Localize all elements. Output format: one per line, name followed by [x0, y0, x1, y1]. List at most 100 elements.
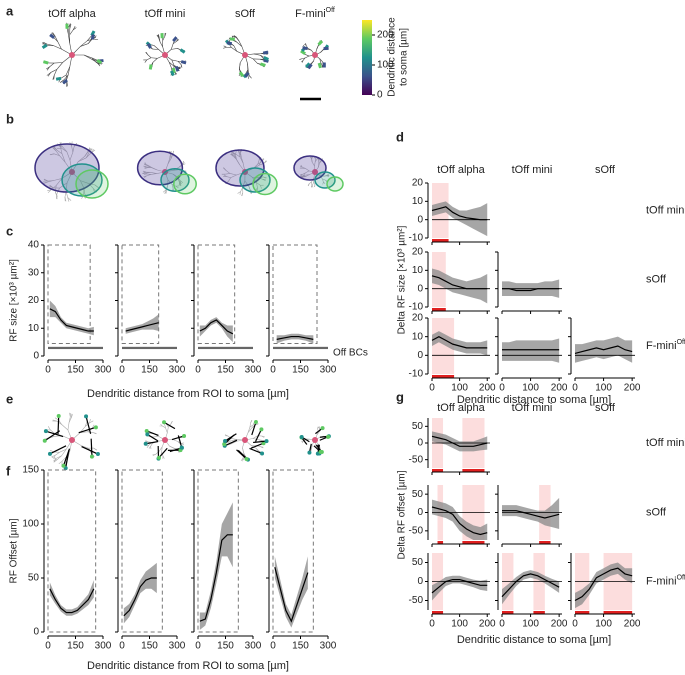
dendrite — [239, 191, 241, 195]
dendrite — [89, 420, 94, 424]
roi-segment — [171, 67, 176, 74]
significance-bar — [462, 541, 485, 544]
roi-dot — [260, 451, 265, 456]
roi-segment — [169, 70, 175, 77]
dendrite — [61, 147, 68, 152]
dendrite — [322, 178, 326, 181]
confidence-band — [49, 300, 94, 336]
dendrite — [47, 189, 52, 192]
y-tick-label: 30 — [28, 267, 40, 278]
dendrite — [54, 452, 60, 456]
dendrite — [144, 175, 147, 178]
window-box — [121, 244, 160, 345]
offset-arrow — [78, 426, 97, 434]
soma — [312, 437, 318, 443]
y-tick-label: 50 — [412, 421, 424, 432]
cell-type-superscript: Off — [326, 7, 335, 14]
soma — [162, 437, 168, 443]
offset-arrow — [236, 449, 247, 460]
dendrite — [230, 439, 237, 442]
dendrite — [70, 414, 73, 418]
dendrite — [150, 173, 157, 175]
dendrite — [47, 426, 51, 431]
dendrite — [80, 180, 89, 184]
soma — [69, 52, 75, 58]
dendrite — [61, 153, 66, 163]
dendrite — [84, 151, 89, 157]
cell-type-label: F-miniOff — [646, 339, 685, 352]
off-bcs-band — [198, 346, 253, 350]
dendrite — [177, 61, 182, 65]
roi-segment — [244, 71, 250, 78]
dendrite — [65, 66, 71, 76]
dendrite — [322, 179, 324, 183]
dendrite — [238, 40, 243, 47]
mean-line — [274, 567, 309, 623]
dendrite — [77, 156, 85, 162]
dendrite — [153, 45, 159, 50]
dendrite — [304, 55, 310, 59]
dendrite — [80, 40, 88, 47]
significance-bar — [575, 611, 590, 614]
dendrite — [47, 189, 52, 194]
x-tick-label: 200 — [479, 383, 496, 394]
dendrite — [89, 418, 91, 423]
dendrite — [171, 59, 175, 66]
roi-dot — [61, 463, 66, 468]
mean-line — [501, 573, 560, 598]
offset-arrow — [44, 430, 61, 442]
x-tick-label: 300 — [169, 641, 186, 652]
window-box — [272, 469, 314, 633]
roi-segment — [263, 55, 269, 61]
dendrite — [152, 58, 158, 63]
dendrite — [67, 197, 72, 201]
dendrite — [66, 81, 68, 87]
roi-dot — [156, 455, 161, 460]
cell-type-label: tOff alpha — [48, 8, 96, 20]
dendrite — [261, 435, 265, 438]
dendrite — [238, 152, 241, 158]
x-tick-label: 100 — [595, 619, 612, 630]
dendrite — [245, 69, 249, 75]
confidence-band — [199, 502, 233, 630]
x-tick-label: 150 — [292, 365, 309, 376]
dendrite — [91, 57, 97, 63]
roi-segment — [49, 33, 56, 39]
y-tick-label: 10 — [412, 331, 424, 342]
dendrite — [169, 154, 171, 159]
x-tick-label: 150 — [292, 641, 309, 652]
roi-segment — [238, 71, 245, 78]
roi-dot — [326, 434, 331, 439]
panel-label: e — [6, 391, 13, 406]
dendrite — [247, 427, 251, 433]
roi-dot — [89, 454, 94, 459]
dendrite — [50, 153, 55, 156]
roi-dot — [95, 452, 100, 457]
dendrite — [49, 184, 54, 189]
roi-segment — [317, 40, 324, 46]
dendrite — [241, 192, 244, 196]
dendrite — [60, 79, 65, 83]
dendrite — [230, 174, 237, 178]
offset-arrow — [145, 440, 159, 445]
y-tick-label: 0 — [417, 214, 423, 225]
x-tick-label: 300 — [169, 365, 186, 376]
mean-line — [431, 206, 488, 221]
dendrite — [260, 55, 264, 60]
dendrite — [263, 161, 267, 164]
significance-bar — [432, 308, 446, 311]
y-tick-label: 20 — [28, 295, 40, 306]
cell-morphology — [299, 426, 331, 456]
dendrite — [83, 54, 92, 59]
y-tick-label: 100 — [22, 519, 39, 530]
mean-line — [502, 510, 560, 519]
mean-line — [199, 319, 234, 335]
dendrite — [67, 422, 70, 431]
x-tick-label: 150 — [141, 365, 158, 376]
colorbar-tick-label: 100 — [377, 60, 394, 71]
colorbar-tick-label: 0 — [377, 90, 383, 101]
roi-segment — [172, 36, 178, 43]
dendrite — [80, 180, 85, 189]
dendrite — [311, 184, 313, 188]
roi-segment — [174, 66, 180, 72]
